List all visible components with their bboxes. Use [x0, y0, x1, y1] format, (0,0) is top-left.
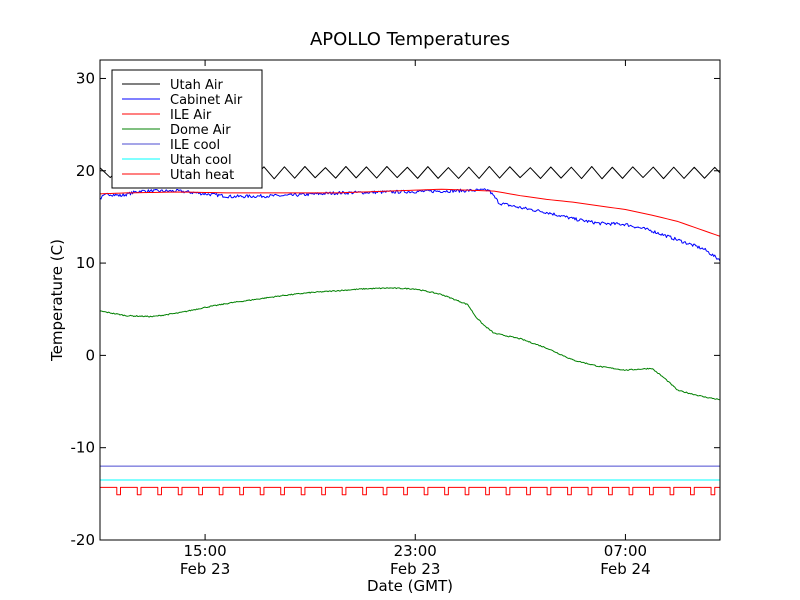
x-tick-label-time: 23:00 — [394, 542, 437, 560]
x-tick-label-time: 15:00 — [183, 542, 226, 560]
y-tick-label: 0 — [85, 346, 95, 364]
series-line-ile-air — [100, 188, 720, 237]
plot-frame — [99, 59, 721, 541]
x-tick-label-time: 07:00 — [604, 542, 647, 560]
y-tick-label: -10 — [71, 439, 96, 457]
legend-label: ILE cool — [170, 138, 220, 153]
x-axis-label: Date (GMT) — [367, 577, 453, 595]
x-tick-label-date: Feb 23 — [180, 560, 230, 578]
y-tick-label: 30 — [76, 69, 95, 87]
y-axis-label: Temperature (C) — [48, 239, 66, 362]
chart-title: APOLLO Temperatures — [310, 29, 510, 50]
legend-label: Utah heat — [170, 168, 234, 183]
series-line-cabinet-air — [100, 188, 720, 262]
x-tick-label-date: Feb 24 — [600, 560, 650, 578]
series-line-utah-heat — [100, 486, 720, 496]
y-tick-label: 10 — [76, 254, 95, 272]
legend-label: Cabinet Air — [170, 93, 243, 108]
legend-label: Dome Air — [170, 123, 231, 138]
x-tick-label-date: Feb 23 — [390, 560, 440, 578]
series-line-dome-air — [100, 287, 720, 401]
legend-label: ILE Air — [170, 108, 212, 123]
y-tick-label: -20 — [71, 531, 96, 549]
legend-label: Utah cool — [170, 153, 232, 168]
y-tick-label: 20 — [76, 162, 95, 180]
legend-label: Utah Air — [170, 78, 223, 93]
